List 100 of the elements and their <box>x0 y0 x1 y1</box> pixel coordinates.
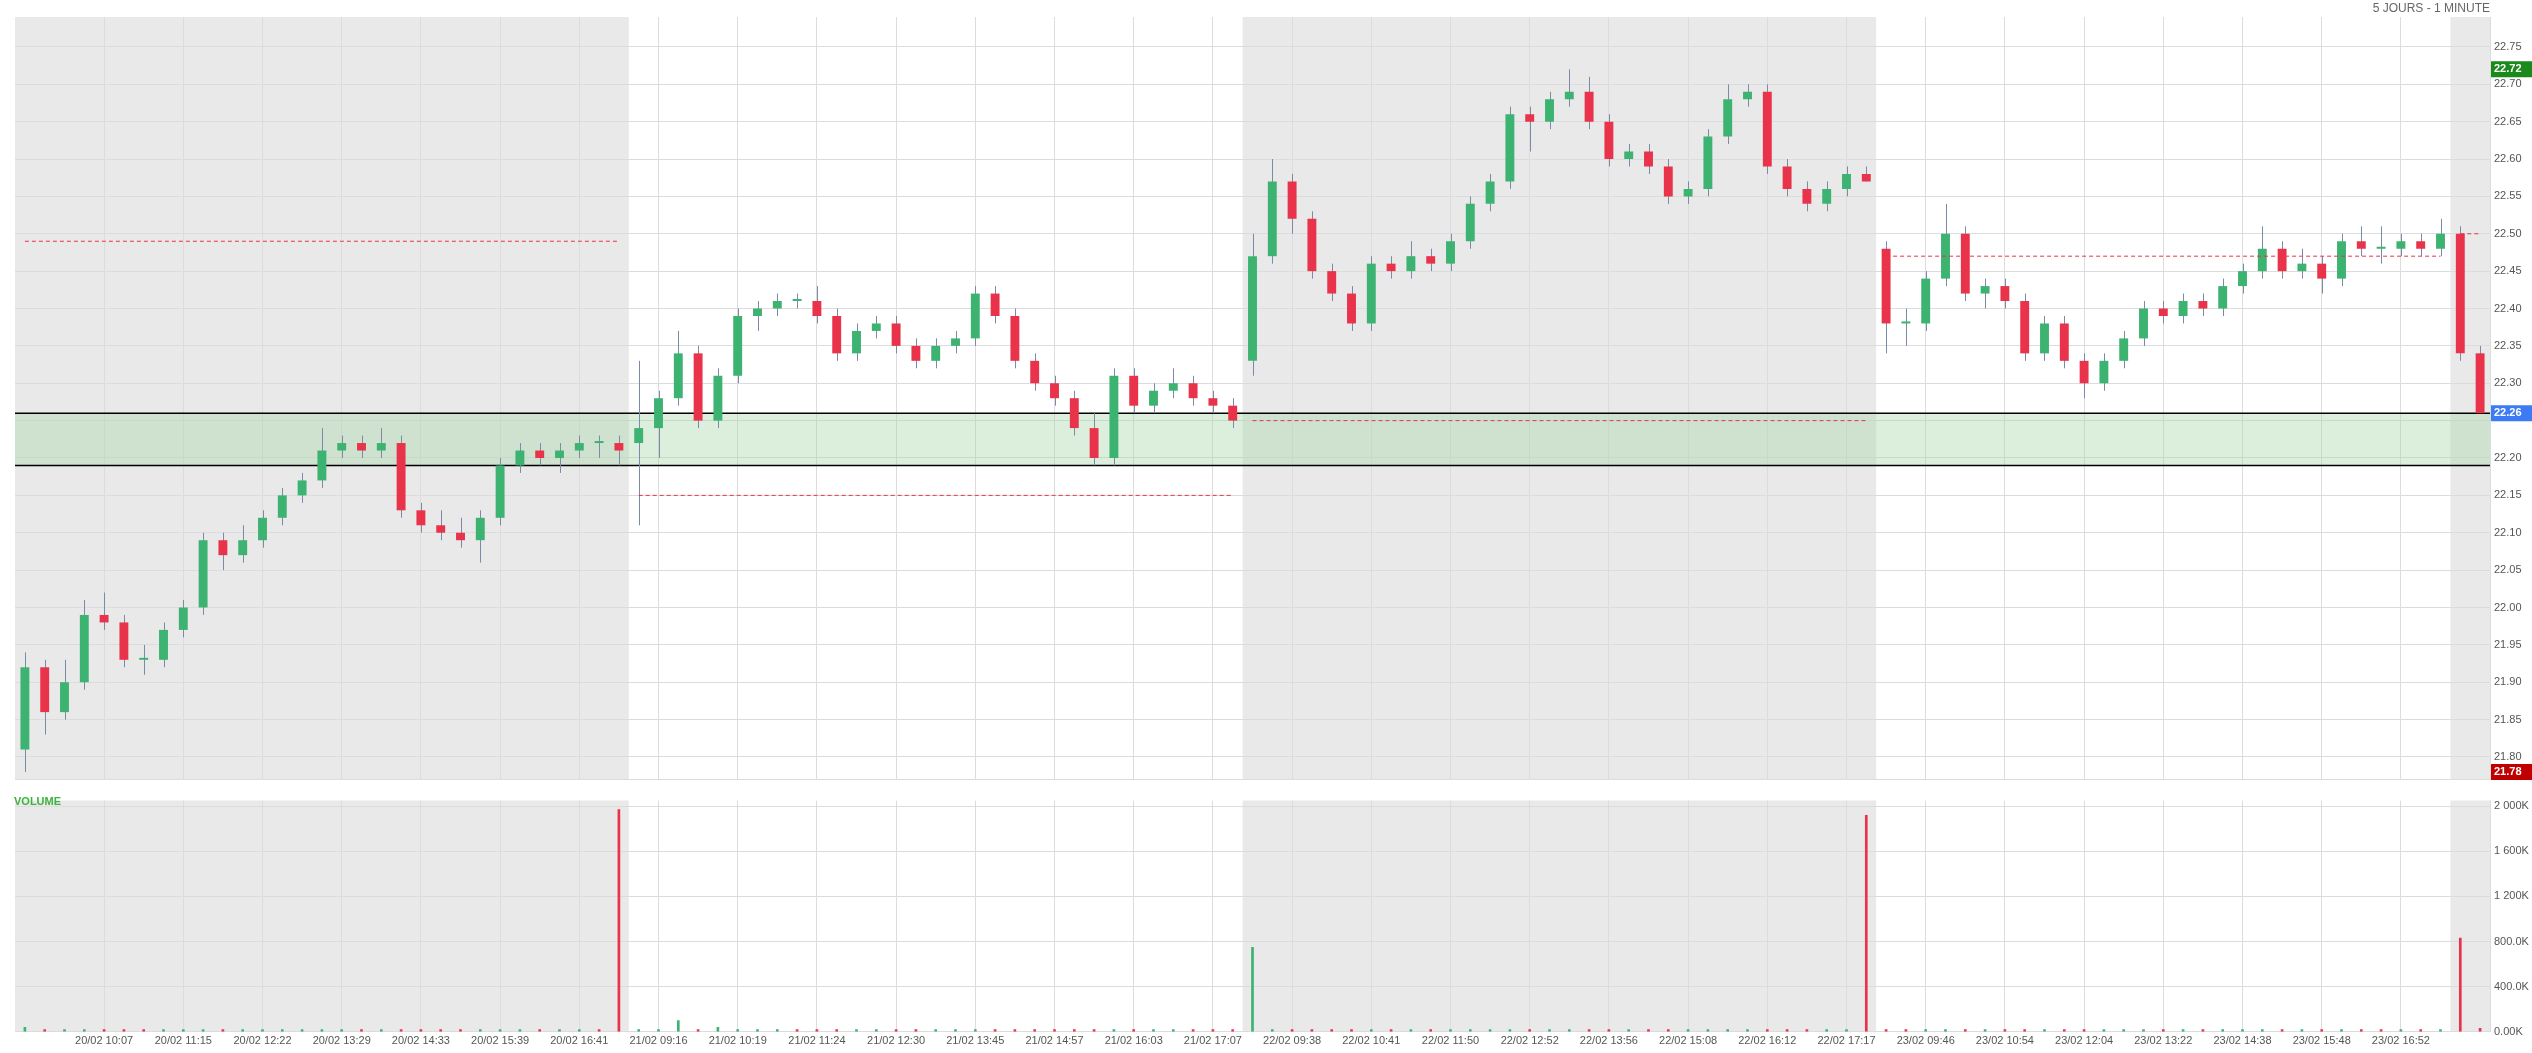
candlestick <box>416 502 426 534</box>
bar <box>1567 1029 1571 1032</box>
x-tick-label: 22/02 16:12 <box>1738 1034 1797 1047</box>
bar <box>2320 1029 2324 1032</box>
y-tick-label: 22.20 <box>2494 451 2522 464</box>
y-tick-label: 22.50 <box>2494 226 2522 239</box>
candlestick <box>2158 300 2168 324</box>
bar <box>1231 1029 1235 1032</box>
bar <box>241 1029 245 1032</box>
y-tick-label: 22.55 <box>2494 189 2522 202</box>
bar <box>280 1029 284 1032</box>
bar <box>360 1029 363 1032</box>
bar <box>1924 1029 1928 1032</box>
y-tick-label: 22.15 <box>2494 488 2522 501</box>
y-tick-label: 21.80 <box>2494 750 2522 763</box>
bar <box>2260 1029 2264 1032</box>
candlestick <box>357 435 366 459</box>
bar <box>43 1029 47 1032</box>
bar <box>1864 814 1868 1032</box>
bar <box>835 1029 839 1032</box>
candlestick <box>2238 263 2247 295</box>
bar <box>2419 1029 2423 1032</box>
candlestick <box>1149 382 1158 414</box>
x-tick-label: 20/02 15:39 <box>471 1034 530 1047</box>
candlestick <box>1644 143 1653 175</box>
bar <box>2062 1029 2066 1032</box>
y-tick-label: 400.0K <box>2494 979 2530 992</box>
bar <box>63 1029 66 1032</box>
candlestick <box>218 532 228 571</box>
bar <box>676 1020 680 1032</box>
x-tick-label: 23/02 09:46 <box>1896 1034 1955 1047</box>
candlestick <box>1426 248 1436 272</box>
candlestick <box>1624 143 1634 167</box>
x-tick-label: 21/02 16:03 <box>1104 1034 1163 1047</box>
candlestick <box>2178 293 2188 324</box>
bar <box>1825 1029 1829 1032</box>
bar <box>1449 1029 1452 1032</box>
candlestick <box>812 285 822 324</box>
bar <box>558 1029 561 1032</box>
candlestick <box>436 509 446 541</box>
x-tick-label: 20/02 12:22 <box>233 1034 292 1047</box>
candlestick <box>555 442 564 474</box>
bar <box>1132 1029 1136 1032</box>
candlestick <box>871 315 881 339</box>
candlestick <box>139 644 149 676</box>
x-tick-label: 21/02 14:57 <box>1025 1034 1084 1047</box>
bar <box>2122 1029 2126 1032</box>
bar <box>855 1029 858 1032</box>
bar <box>1330 1029 1334 1032</box>
candlestick <box>258 509 267 549</box>
y-tick-label: 1 200K <box>2494 889 2530 902</box>
candlestick <box>1327 263 1337 302</box>
x-tick-label: 22/02 15:08 <box>1659 1034 1718 1047</box>
candlestick <box>1168 367 1178 399</box>
candlestick <box>1030 352 1040 392</box>
x-tick-label: 20/02 10:07 <box>75 1034 134 1047</box>
text: 22.26 <box>2494 406 2522 419</box>
y-tick-label: 22.65 <box>2494 114 2522 127</box>
bar <box>637 1029 641 1032</box>
bar <box>2161 1029 2165 1032</box>
bar <box>439 1029 443 1032</box>
candlestick <box>1782 158 1792 197</box>
bar <box>2023 1029 2027 1032</box>
candlestick <box>1743 83 1752 108</box>
y-tick-label: 21.85 <box>2494 712 2522 725</box>
bar <box>1429 1029 1433 1032</box>
x-tick-label: 23/02 16:52 <box>2371 1034 2430 1047</box>
bar <box>261 1029 264 1032</box>
candlestick <box>1446 233 1455 272</box>
x-tick-label: 21/02 13:45 <box>946 1034 1005 1047</box>
bar <box>1666 1029 1670 1032</box>
bar <box>1845 1029 1848 1032</box>
x-tick-label: 22/02 13:56 <box>1579 1034 1638 1047</box>
candlestick <box>1208 390 1218 414</box>
bar <box>1369 1029 1373 1032</box>
y-tick-label: 1 600K <box>2494 844 2530 857</box>
candlestick <box>1545 91 1554 130</box>
bar <box>2458 937 2462 1032</box>
candlestick <box>1228 397 1238 429</box>
candlestick <box>2297 248 2307 280</box>
x-tick-label: 22/02 17:17 <box>1817 1034 1876 1047</box>
candlestick <box>2198 293 2208 317</box>
candlestick <box>2376 225 2386 265</box>
x-tick-label: 23/02 13:22 <box>2134 1034 2193 1047</box>
bar <box>874 1029 878 1032</box>
x-tick-label: 23/02 10:54 <box>1975 1034 2034 1047</box>
x-tick-label: 23/02 14:38 <box>2213 1034 2272 1047</box>
x-tick-label: 20/02 11:15 <box>154 1034 212 1047</box>
bar <box>1251 946 1254 1032</box>
candlestick <box>614 435 624 466</box>
y-tick-label: 21.95 <box>2494 637 2522 650</box>
bar <box>1528 1029 1532 1032</box>
bar <box>142 1029 146 1032</box>
candlestick <box>1050 375 1059 407</box>
candlestick <box>277 487 287 526</box>
y-tick-label: 22.75 <box>2494 39 2522 52</box>
candlestick <box>337 435 347 459</box>
bar <box>1548 1029 1551 1032</box>
bar <box>1726 1029 1730 1032</box>
bar <box>538 1029 542 1032</box>
